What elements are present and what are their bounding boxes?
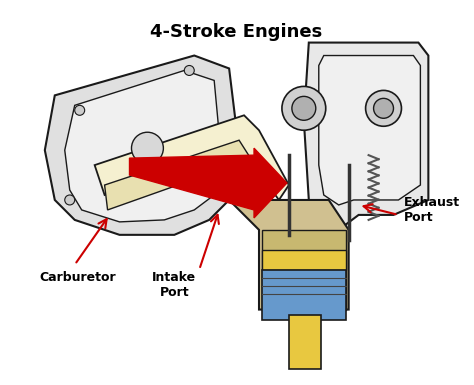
Circle shape [75, 105, 85, 115]
Polygon shape [262, 250, 346, 270]
Circle shape [374, 98, 393, 118]
Text: 4-Stroke Engines: 4-Stroke Engines [150, 23, 322, 41]
Circle shape [365, 90, 401, 126]
Polygon shape [65, 70, 221, 222]
Text: Exhaust
Port: Exhaust Port [403, 196, 460, 224]
Text: Intake
Port: Intake Port [152, 271, 196, 299]
Text: Carburetor: Carburetor [40, 271, 117, 284]
Polygon shape [304, 43, 428, 230]
Circle shape [292, 96, 316, 120]
Circle shape [282, 86, 326, 130]
Polygon shape [129, 148, 287, 218]
Polygon shape [229, 200, 349, 310]
Polygon shape [319, 55, 420, 205]
Polygon shape [105, 140, 274, 210]
Polygon shape [45, 55, 239, 235]
Circle shape [131, 132, 164, 164]
Circle shape [184, 65, 194, 75]
Circle shape [65, 195, 75, 205]
Bar [289, 315, 321, 369]
Polygon shape [262, 230, 346, 310]
Circle shape [214, 180, 224, 190]
Polygon shape [95, 115, 289, 200]
Polygon shape [262, 270, 346, 320]
